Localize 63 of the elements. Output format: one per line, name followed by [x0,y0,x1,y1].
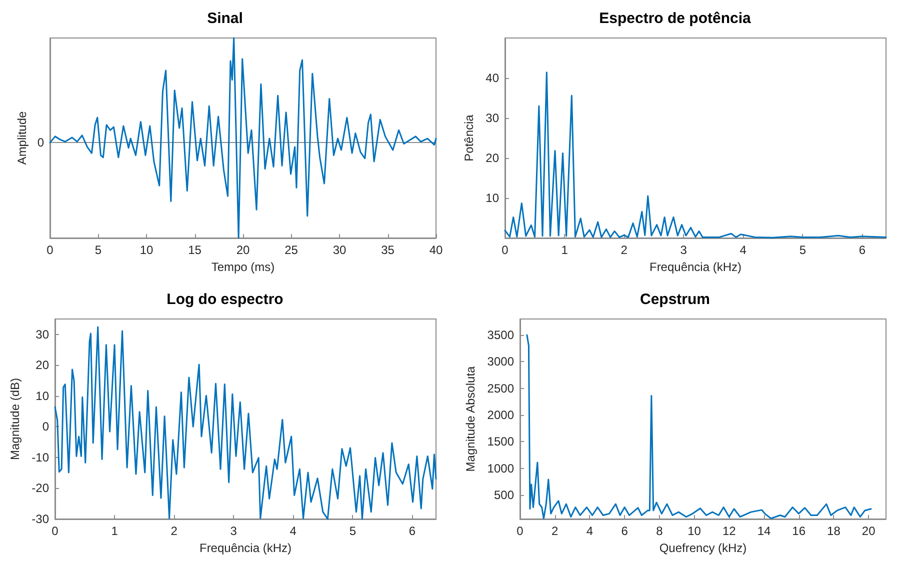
x-tick-label: 8 [656,524,664,538]
x-tick-label: 14 [757,524,771,538]
y-axis-title: Magnitude Absoluta [463,366,478,472]
y-tick-label: 30 [486,111,500,125]
y-tick-label: 3500 [487,328,514,342]
y-tick-label: 10 [486,191,500,205]
x-tick-label: 10 [140,243,154,257]
x-tick-label: 0 [52,524,59,538]
x-tick-label: 25 [284,243,298,257]
x-tick-label: 5 [94,243,102,257]
y-tick-label: -10 [32,450,50,464]
y-tick-label: 10 [36,388,50,403]
x-tick-label: 16 [792,524,806,538]
y-tick-label: -20 [32,481,50,496]
chart-title: Sinal [207,10,243,27]
x-tick-label: 0 [516,524,524,538]
y-tick-label: 500 [494,488,514,502]
x-tick-label: 3 [230,524,238,538]
x-tick-label: 1 [111,524,118,538]
x-axis-title: Frequência (kHz) [649,260,742,274]
x-tick-label: 5 [799,243,806,257]
x-tick-label: 4 [740,243,747,257]
x-tick-label: 6 [408,524,416,538]
y-tick-label: 0 [42,420,50,434]
y-tick-label: 1500 [487,434,514,449]
x-tick-label: 1 [561,243,568,257]
x-tick-label: 10 [688,524,702,538]
x-tick-label: 6 [621,524,628,538]
y-tick-label: 1000 [487,461,514,476]
chart-title: Log do espectro [166,291,284,308]
y-tick-label: 30 [36,327,50,342]
x-tick-label: 2 [170,524,178,538]
y-tick-label: 40 [486,71,500,85]
y-tick-label: 2500 [487,381,514,396]
y-tick-label: 20 [486,151,500,165]
y-tick-label: 3000 [487,354,514,369]
x-axis-title: Quefrency (kHz) [659,540,747,555]
x-tick-label: 15 [188,243,202,257]
x-tick-label: 6 [858,243,866,257]
chart-title: Espectro de potência [599,10,752,27]
x-axis-title: Tempo (ms) [211,260,275,274]
x-tick-label: 2 [620,243,628,257]
x-tick-label: 3 [680,243,688,257]
x-tick-label: 4 [290,524,297,538]
x-tick-label: 30 [332,243,346,257]
x-tick-label: 20 [862,524,876,538]
y-axis-title: Potência [462,114,476,162]
chart-title: Cepstrum [640,291,710,308]
x-tick-label: 35 [381,243,395,257]
x-tick-label: 18 [827,524,841,538]
y-axis-title: Amplitude [15,111,29,165]
x-tick-label: 12 [722,524,736,538]
line-series [526,334,872,520]
x-tick-label: 2 [552,524,559,538]
y-tick-label: 2000 [487,408,514,422]
y-tick-label: 20 [36,358,50,372]
y-axis-title: Magnitude (dB) [8,378,22,460]
x-axis-title: Frequência (kHz) [199,540,292,555]
x-tick-label: 20 [236,243,250,257]
x-tick-label: 4 [586,524,594,538]
y-tick-label: -30 [32,512,50,526]
x-tick-label: 5 [349,524,356,538]
x-tick-label: 40 [429,243,443,257]
